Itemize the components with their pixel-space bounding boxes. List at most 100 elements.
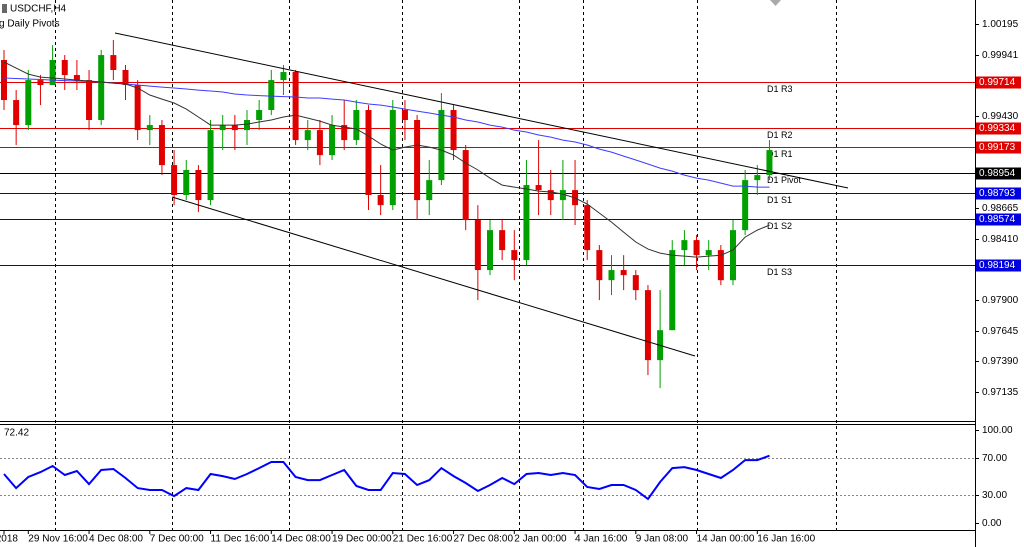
candle-body [183,170,190,196]
pivot-price-label: 0.99334 [979,123,1016,134]
candle-body [280,72,287,81]
pivot-price-label: 0.98194 [979,260,1016,271]
title-icon [2,4,7,13]
x-tick-label: 14 Jan 00:00 [697,534,755,545]
candle-body [705,250,712,256]
pivot-price-box [976,259,1021,272]
x-tick-label: 21 Dec 16:00 [393,534,453,545]
candle-body [644,290,651,361]
pivot-name: D1 S2 [767,221,792,231]
candle-body [49,60,56,86]
candle-body [487,230,493,271]
candle-body [353,110,360,141]
y-tick-label: 0.98410 [982,234,1019,245]
candle-body [25,80,32,126]
candle-body [244,120,250,131]
candle-body [73,75,80,81]
candle-body [681,240,688,251]
candle-body [596,250,603,281]
y-tick-label: 0.98665 [982,203,1019,214]
candle-body [146,125,153,131]
axes: 0.99714 0.99334 0.99173 0.98954 0.98793 0.985… [0,19,1021,545]
rsi-value: 72.42 [4,428,29,439]
candle-body [426,180,433,201]
x-tick-label: 2018 [0,534,18,545]
x-tick-label: 11 Dec 16:00 [211,534,270,545]
y-tick-label: 70.00 [982,453,1007,464]
x-tick-label: 4 Dec 08:00 [89,534,143,545]
x-tick-label: 7 Dec 00:00 [150,534,204,545]
pivot-name: D1 R2 [767,130,793,140]
y-tick-label: 0.97900 [982,295,1019,306]
x-tick-label: 19 Dec 00:00 [332,534,392,545]
candle-body [329,125,336,156]
pivot-name: D1 R3 [767,84,793,94]
scroll-marker [770,0,781,6]
pivot-price-box [976,141,1021,154]
candle-body [207,130,214,201]
candle-body [268,80,275,111]
pivot-price-label: 0.98793 [979,188,1016,199]
x-tick-label: 29 Nov 16:00 [28,534,88,545]
candle-body [171,165,178,196]
candle-body [1,60,7,101]
x-tick-label: 4 Jan 16:00 [575,534,628,545]
candle-body [499,230,506,251]
candle-body [754,175,761,181]
candle-body [365,110,372,196]
candle-body [547,190,554,201]
x-tick-label: 2 Jan 00:00 [514,534,567,545]
pivot-price-box [976,76,1021,89]
indicator-name: g Daily Pivots [0,19,60,30]
x-tick-label: 27 Dec 08:00 [454,534,514,545]
pivot-price-box [976,213,1021,226]
candle-body [110,55,117,70]
y-tick-label: 1.00195 [982,19,1019,30]
pivot-price-label: 0.98954 [979,168,1016,179]
candle-body [717,250,724,281]
chart-title: USDCHF,H4 [10,4,67,15]
pivot-price-box [976,122,1021,135]
pivot-price-label: 0.98574 [979,214,1016,225]
candle-body [511,250,518,261]
y-tick-label: 100.00 [982,425,1013,436]
candle-body [61,60,68,76]
pivot-price-box [976,167,1021,180]
y-tick-label: 0.97390 [982,356,1019,367]
candle-body [13,100,20,126]
candle-body [608,270,615,281]
pivot-name: D1 Pivot [767,175,802,185]
candle-body [316,130,323,156]
candle-body [693,240,700,256]
candle-body [158,125,165,166]
trend-line [171,196,696,357]
x-tick-label: 14 Dec 08:00 [271,534,331,545]
candle-body [742,180,749,231]
candle-body [256,110,263,120]
candle-body [292,72,299,141]
candle-body [462,150,469,221]
x-tick-label: 16 Jan 16:00 [757,534,815,545]
candle-body [304,130,311,141]
y-tick-label: 0.99941 [982,50,1019,61]
candle-body [401,110,408,120]
y-tick-label: 0.00 [982,518,1002,529]
y-tick-label: 0.97135 [982,387,1019,398]
candle-body [37,80,44,86]
candle-body [669,250,676,331]
candle-body [450,110,457,151]
candle-body [559,190,566,201]
candle-body [231,125,238,131]
x-tick-label: 9 Jan 08:00 [636,534,689,545]
pivot-price-label: 0.99714 [979,77,1016,88]
pivot-name: D1 S1 [767,195,792,205]
moving-average [3,77,770,188]
candle-body [98,55,105,120]
candle-body [438,110,445,181]
candle-body [474,220,481,271]
candle-body [632,275,639,291]
candle-body [523,185,530,261]
